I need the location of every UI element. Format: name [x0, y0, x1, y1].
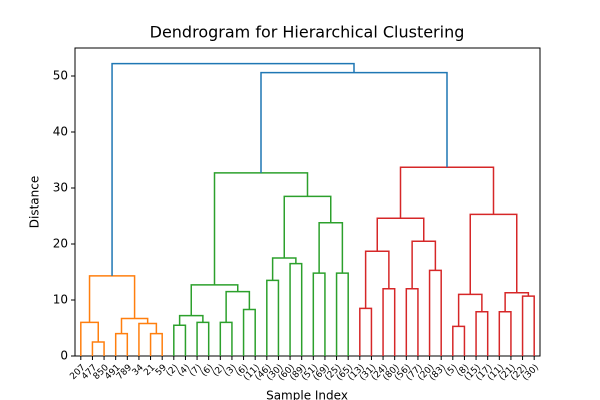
y-tick-label: 40	[53, 125, 68, 139]
x-axis-label: Sample Index	[266, 389, 348, 400]
axes-frame	[74, 47, 541, 357]
y-axis-label: Distance	[28, 176, 42, 228]
y-tick-label: 0	[60, 349, 68, 363]
y-tick-label: 30	[53, 181, 68, 195]
link	[111, 62, 355, 276]
y-tick-label: 20	[53, 237, 68, 251]
y-tick-label: 50	[53, 69, 68, 83]
y-tick-label: 10	[53, 293, 68, 307]
chart-title: Dendrogram for Hierarchical Clustering	[150, 23, 465, 42]
